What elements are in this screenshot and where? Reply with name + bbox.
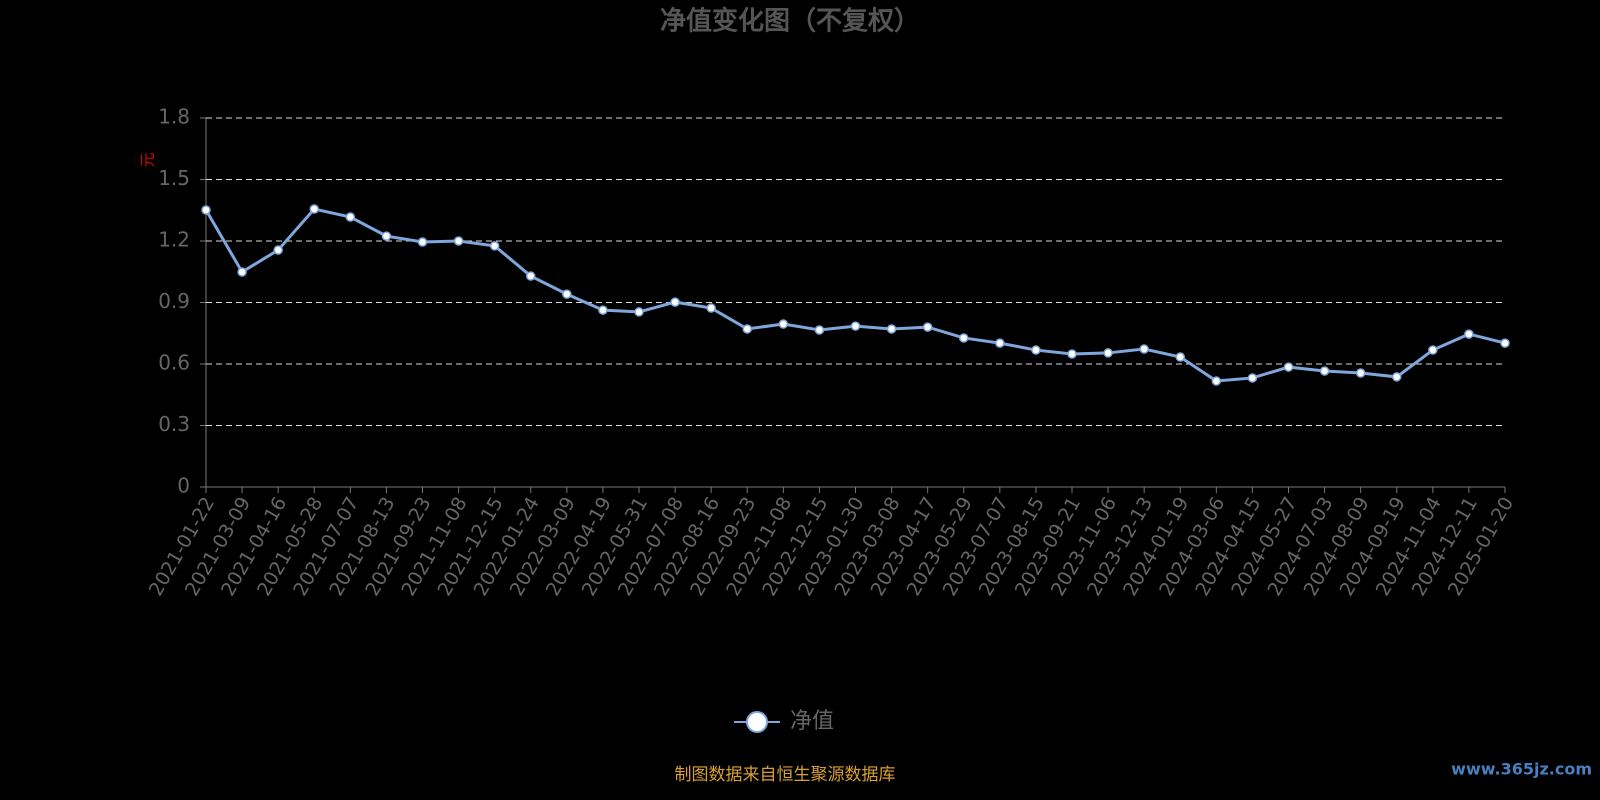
data-point [453, 236, 464, 246]
data-point [634, 307, 644, 317]
chart-title: 净值变化图（不复权） [660, 6, 920, 37]
data-point [1103, 348, 1113, 358]
source-note: 制图数据来自恒生聚源数据库 [675, 765, 896, 785]
data-point [1067, 349, 1077, 359]
data-point [742, 324, 752, 334]
data-point [1500, 338, 1510, 348]
data-point [381, 231, 392, 241]
data-point [1139, 344, 1149, 354]
data-point [814, 325, 825, 335]
y-axis-label: 元 [139, 152, 157, 167]
series-line [204, 207, 1506, 383]
data-point [489, 241, 500, 251]
y-tick-label: 0.6 [158, 351, 190, 375]
data-point [417, 237, 428, 247]
data-point [1247, 373, 1258, 383]
data-point [778, 319, 789, 329]
data-point [1175, 352, 1185, 362]
data-point [959, 333, 969, 343]
data-point [1031, 345, 1041, 355]
data-point [237, 267, 247, 277]
data-point [309, 204, 319, 214]
data-point [598, 305, 608, 315]
y-tick-label: 0.9 [158, 289, 190, 313]
data-point [1319, 366, 1330, 376]
data-point [1355, 368, 1366, 378]
data-point [1464, 329, 1474, 339]
data-point [922, 322, 933, 332]
y-tick-label: 1.8 [158, 105, 190, 129]
data-point [201, 205, 211, 215]
y-tick-label: 0.3 [158, 412, 190, 436]
data-point [1283, 362, 1294, 372]
data-point [706, 303, 716, 313]
data-point [1428, 345, 1438, 355]
y-tick-label: 1.2 [158, 228, 190, 252]
legend-marker[interactable] [746, 711, 768, 733]
data-point [562, 289, 572, 299]
watermark: www.365jz.com [1451, 760, 1592, 779]
data-point [670, 297, 680, 307]
data-point [850, 321, 861, 331]
data-point [273, 245, 283, 255]
data-point [886, 324, 897, 334]
legend-label[interactable]: 净值 [790, 709, 834, 734]
y-tick-label: 0 [177, 474, 190, 498]
data-point [345, 212, 356, 222]
y-tick-label: 1.5 [158, 166, 190, 190]
data-point [995, 338, 1005, 348]
data-point [526, 271, 536, 281]
data-point [1392, 372, 1402, 382]
data-point [1211, 376, 1222, 386]
